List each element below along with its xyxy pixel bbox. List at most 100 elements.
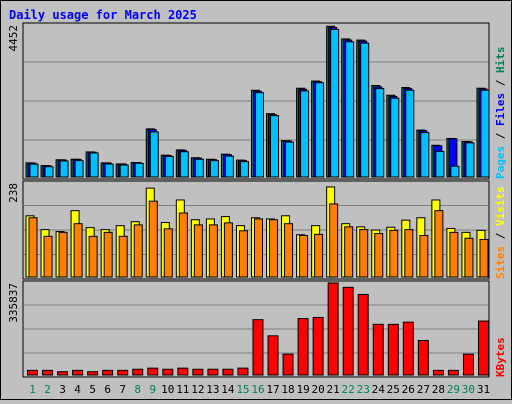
bar-pages-day-27 [420,132,430,178]
x-tick-label: 18 [281,383,294,396]
bar-sites-day-2 [43,235,53,278]
bar-pages-day-5 [89,152,99,178]
bar-pages-day-30 [465,142,475,178]
bar-kbytes-day-6 [102,369,114,376]
bar-sites-day-11 [178,212,188,278]
bar-pages-day-3 [59,160,69,178]
bar-sites-day-6 [103,231,113,278]
x-tick-label: 28 [432,383,445,396]
x-tick-label: 16 [251,383,264,396]
bar-sites-day-10 [163,228,173,278]
bar-kbytes-day-12 [192,368,204,376]
bar-kbytes-day-25 [387,323,399,376]
x-tick-label: 19 [296,383,309,396]
bar-sites-day-18 [284,223,294,278]
x-tick-label: 24 [372,383,386,396]
legend-item-sites: Sites [494,246,507,279]
bar-sites-day-5 [88,235,98,278]
bar-pages-day-28 [435,150,445,178]
x-tick-label: 12 [191,383,204,396]
bar-pages-day-29 [450,165,460,178]
legend-item-kbytes: KBytes [494,337,507,377]
bar-pages-day-25 [390,97,400,178]
legend: Sites / Visits [494,186,507,279]
legend-separator: / [494,226,507,246]
bar-sites-day-9 [148,200,158,278]
bar-kbytes-day-10 [162,368,174,376]
x-tick-label: 27 [417,383,430,396]
bar-sites-day-14 [223,222,233,278]
bar-kbytes-day-20 [312,316,324,376]
bar-kbytes-day-23 [357,293,369,376]
bar-pages-day-14 [224,155,234,178]
bar-sites-day-30 [464,237,474,278]
x-tick-label: 13 [206,383,219,396]
bar-sites-day-4 [73,223,83,278]
bar-pages-day-20 [315,82,325,178]
x-tick-label: 17 [266,383,279,396]
bar-kbytes-day-11 [177,367,189,376]
bar-sites-day-23 [359,229,369,278]
bar-kbytes-day-29 [447,369,459,376]
bar-pages-day-18 [285,141,295,178]
bar-pages-day-7 [119,164,129,178]
bar-pages-day-10 [164,156,174,178]
bar-pages-day-1 [29,163,39,178]
bar-kbytes-day-2 [42,369,54,376]
bar-pages-day-12 [194,158,204,178]
bar-kbytes-day-4 [72,369,84,376]
x-tick-label: 3 [59,383,66,396]
bar-pages-day-23 [360,42,370,178]
bar-pages-day-9 [149,131,159,178]
bar-pages-day-4 [74,160,84,178]
bar-sites-day-31 [479,238,489,278]
bar-kbytes-day-8 [132,368,144,376]
bar-sites-day-15 [238,230,248,278]
x-tick-label: 4 [74,383,81,396]
bar-kbytes-day-24 [372,323,384,376]
bar-sites-day-24 [374,233,384,278]
bar-kbytes-day-31 [477,320,489,376]
x-tick-label: 25 [387,383,400,396]
bar-kbytes-day-13 [207,368,219,376]
bar-sites-day-22 [344,226,354,278]
x-tick-label: 9 [149,383,156,396]
legend-separator: / [494,126,507,146]
bar-sites-day-25 [389,229,399,278]
chart-title: Daily usage for March 2025 [9,8,197,22]
bar-kbytes-day-19 [297,318,309,376]
bar-pages-day-17 [270,115,280,178]
bar-pages-day-15 [239,161,249,178]
bar-sites-day-7 [118,235,128,278]
x-tick-label: 15 [236,383,249,396]
x-tick-label: 14 [221,383,235,396]
bar-kbytes-day-3 [57,371,69,376]
bar-sites-day-19 [299,235,309,278]
bar-sites-day-26 [404,229,414,278]
x-tick-label: 23 [357,383,370,396]
x-tick-label: 20 [311,383,324,396]
bar-pages-day-13 [209,160,219,178]
bar-pages-day-11 [179,151,189,178]
bar-kbytes-day-28 [432,369,444,376]
bar-pages-day-16 [254,92,264,178]
bar-kbytes-day-17 [267,335,279,376]
x-tick-label: 11 [176,383,189,396]
x-tick-label: 30 [462,383,475,396]
bar-sites-day-21 [329,203,339,278]
legend: KBytes [494,337,507,377]
bar-sites-day-20 [314,233,324,278]
bar-pages-day-19 [300,90,310,178]
x-tick-label: 5 [89,383,96,396]
legend-item-files: Files [494,93,507,126]
bar-sites-day-27 [419,235,429,278]
bar-pages-day-21 [330,29,340,178]
bar-sites-day-3 [58,231,68,278]
y-max-label: 335837 [7,283,20,323]
bar-sites-day-16 [253,218,263,278]
x-tick-label: 10 [161,383,174,396]
legend-item-hits: Hits [494,47,507,74]
bar-kbytes-day-5 [87,371,99,376]
